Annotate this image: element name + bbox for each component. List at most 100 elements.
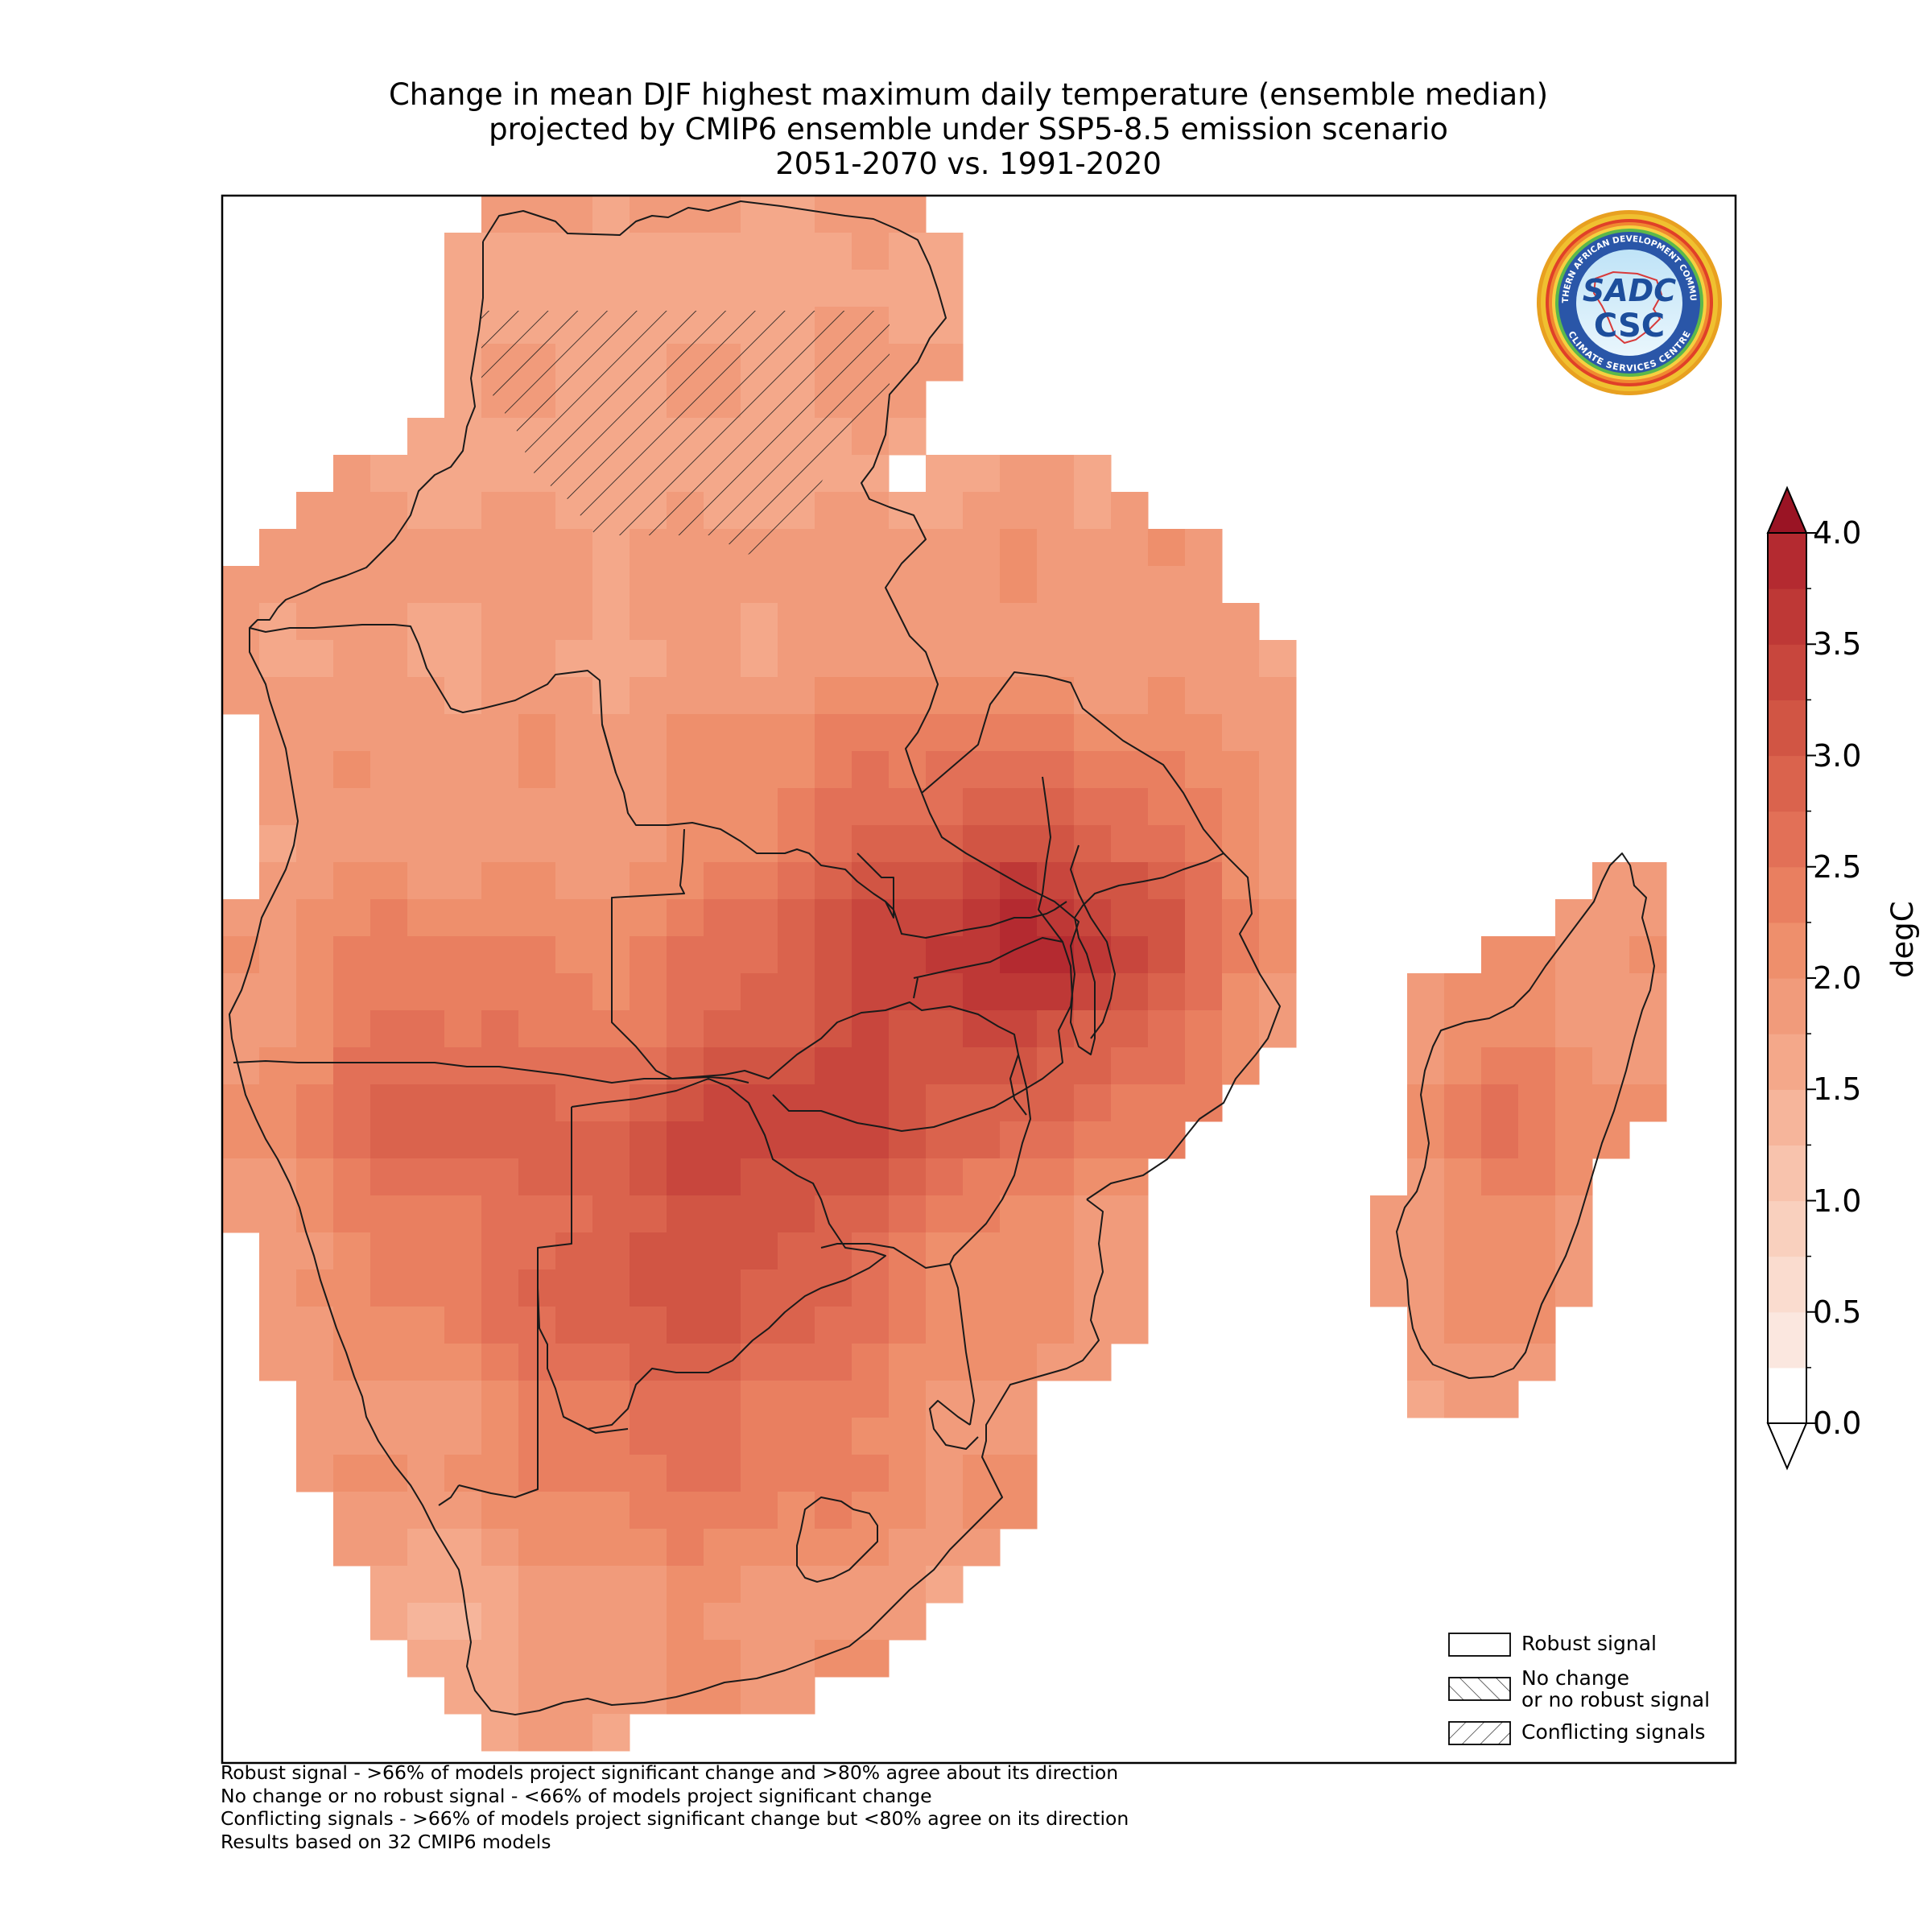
grid-cell: [555, 270, 593, 308]
grid-cell: [630, 825, 667, 863]
grid-cell: [630, 1492, 667, 1530]
grid-cell: [1037, 566, 1075, 604]
grid-cell: [407, 529, 445, 567]
grid-cell: [407, 1381, 445, 1418]
grid-cell: [630, 751, 667, 789]
grid-cell: [889, 1529, 927, 1567]
grid-cell: [852, 196, 890, 233]
colorbar-tick-label: 0.0: [1813, 1406, 1862, 1441]
grid-cell: [1444, 1232, 1482, 1270]
grid-cell: [407, 418, 445, 456]
grid-cell: [222, 1195, 260, 1233]
grid-cell: [333, 788, 371, 826]
grid-cell: [667, 973, 704, 1011]
grid-cell: [630, 899, 667, 937]
grid-cell: [296, 714, 334, 752]
grid-cell: [333, 677, 371, 715]
grid-cell: [481, 233, 519, 270]
grid-cell: [815, 640, 852, 678]
grid-cell: [518, 1158, 556, 1196]
grid-cell: [815, 1158, 852, 1196]
grid-cell: [1074, 640, 1112, 678]
grid-cell: [222, 640, 260, 678]
grid-cell: [1259, 973, 1297, 1011]
grid-cell: [259, 1195, 297, 1233]
grid-cell: [926, 455, 964, 493]
grid-cell: [963, 492, 1001, 530]
grid-cell: [296, 788, 334, 826]
grid-cell: [778, 714, 815, 752]
grid-cell: [444, 233, 482, 270]
grid-cell: [1222, 788, 1260, 826]
grid-cell: [1111, 640, 1149, 678]
grid-cell: [1444, 1307, 1482, 1344]
grid-cell: [1481, 1307, 1519, 1344]
grid-cell: [592, 640, 630, 678]
grid-cell: [518, 196, 556, 233]
grid-cell: [778, 233, 815, 270]
grid-cell: [259, 788, 297, 826]
grid-cell: [1074, 862, 1112, 900]
grid-cell: [926, 825, 964, 863]
grid-cell: [444, 1344, 482, 1381]
grid-cell: [481, 1232, 519, 1270]
grid-cell: [407, 1492, 445, 1530]
grid-cell: [1222, 603, 1260, 641]
logo-abbr-text: CSC: [1594, 308, 1665, 345]
grid-cell: [1185, 862, 1223, 900]
colorbar-tick-label: 0.5: [1813, 1294, 1862, 1330]
grid-cell: [815, 677, 852, 715]
grid-cell: [1111, 973, 1149, 1011]
colorbar-bin: [1768, 922, 1806, 979]
grid-cell: [852, 936, 890, 974]
grid-cell: [815, 1344, 852, 1381]
grid-cell: [481, 1381, 519, 1418]
grid-cell: [852, 1158, 890, 1196]
grid-cell: [555, 1307, 593, 1344]
grid-cell: [592, 1529, 630, 1567]
grid-cell: [1037, 1269, 1075, 1307]
grid-cell: [444, 307, 482, 345]
grid-cell: [926, 1418, 964, 1455]
grid-cell: [704, 677, 741, 715]
grid-cell: [555, 1232, 593, 1270]
grid-cell: [333, 714, 371, 752]
grid-cell: [370, 1158, 408, 1196]
grid-cell: [1074, 751, 1112, 789]
grid-cell: [333, 973, 371, 1011]
grid-cell: [370, 492, 408, 530]
grid-cell: [370, 677, 408, 715]
colorbar-tick-label: 2.0: [1813, 960, 1862, 996]
grid-cell: [630, 973, 667, 1011]
grid-cell: [555, 1677, 593, 1715]
grid-cell: [518, 751, 556, 789]
grid-cell: [518, 1084, 556, 1122]
grid-cell: [222, 1158, 260, 1196]
grid-cell: [1074, 1047, 1112, 1085]
legend-robust-label: Robust signal: [1521, 1632, 1657, 1655]
grid-cell: [222, 566, 260, 604]
grid-cell: [1518, 1010, 1556, 1048]
grid-cell: [1148, 603, 1186, 641]
grid-cell: [741, 825, 778, 863]
grid-cell: [370, 825, 408, 863]
grid-cell: [1555, 1010, 1593, 1048]
grid-cell: [333, 899, 371, 937]
grid-cell: [1518, 1047, 1556, 1085]
grid-cell: [518, 899, 556, 937]
grid-cell: [1000, 1269, 1038, 1307]
grid-cell: [1370, 1269, 1408, 1307]
grid-cell: [704, 899, 741, 937]
grid-cell: [889, 899, 927, 937]
grid-cell: [555, 1566, 593, 1604]
grid-cell: [481, 492, 519, 530]
grid-cell: [1407, 1195, 1445, 1233]
grid-cell: [778, 1344, 815, 1381]
grid-cell: [1592, 973, 1630, 1011]
grid-cell: [1148, 973, 1186, 1011]
grid-cell: [222, 603, 260, 641]
grid-cell: [259, 1121, 297, 1159]
grid-cell: [481, 455, 519, 493]
grid-cell: [852, 603, 890, 641]
